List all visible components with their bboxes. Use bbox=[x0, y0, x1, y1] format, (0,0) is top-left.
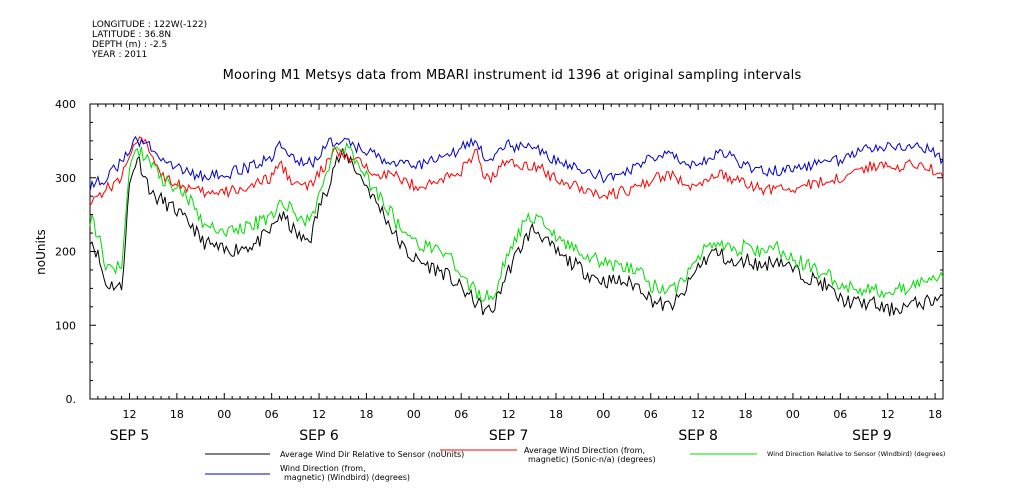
legend-label: Wind Direction Relative to Sensor (Windb… bbox=[767, 450, 945, 458]
x-tick-label: 12 bbox=[502, 408, 516, 421]
chart-title: Mooring M1 Metsys data from MBARI instru… bbox=[222, 68, 802, 83]
latitude-label: LATITUDE : 36.8N bbox=[92, 30, 172, 40]
axes-layer: 12 18 00 06 12 18 00 06 12 18 00 06 12 18 00 06 12 18 SEP … bbox=[55, 98, 944, 444]
x-tick-label: 06 bbox=[644, 408, 658, 421]
day-label: SEP 5 bbox=[110, 428, 150, 444]
series-line bbox=[89, 136, 944, 207]
x-tick-label: 12 bbox=[691, 408, 705, 421]
x-tick-label: 06 bbox=[265, 408, 279, 421]
day-label: SEP 7 bbox=[489, 428, 529, 444]
x-tick-label: 18 bbox=[170, 408, 184, 421]
legend-label: Average Wind Dir Relative to Sensor (noU… bbox=[280, 450, 464, 459]
x-tick-label: 18 bbox=[739, 408, 753, 421]
series-line bbox=[89, 135, 944, 192]
series-line bbox=[89, 141, 944, 302]
day-label: SEP 8 bbox=[678, 428, 718, 444]
plot-area bbox=[89, 103, 944, 400]
plot-frame bbox=[89, 103, 944, 400]
x-tick-label: 06 bbox=[454, 408, 468, 421]
x-tick-label: 18 bbox=[359, 408, 373, 421]
day-label: SEP 9 bbox=[852, 428, 892, 444]
x-tick-label: 00 bbox=[786, 408, 800, 421]
series-line bbox=[89, 148, 944, 317]
x-tick-label: 12 bbox=[122, 408, 136, 421]
longitude-label: LONGITUDE : 122W(-122) bbox=[92, 20, 208, 30]
x-tick-label: 06 bbox=[833, 408, 847, 421]
y-tick-label: 200 bbox=[55, 246, 76, 259]
legend: Average Wind Dir Relative to Sensor (noU… bbox=[205, 446, 945, 482]
legend-label: Average Wind Direction (from, bbox=[524, 446, 645, 455]
y-tick-label: 400 bbox=[55, 98, 76, 111]
day-label: SEP 6 bbox=[299, 428, 339, 444]
y-axis-label: noUnits bbox=[34, 229, 48, 275]
x-tick-label: 12 bbox=[881, 408, 895, 421]
legend-label: Wind Direction (from, bbox=[280, 464, 366, 473]
series-layer bbox=[89, 135, 944, 317]
metadata-block: LONGITUDE : 122W(-122) LATITUDE : 36.8N … bbox=[92, 20, 207, 60]
year-label: YEAR : 2011 bbox=[92, 50, 148, 60]
x-tick-label: 18 bbox=[928, 408, 942, 421]
x-tick-label: 00 bbox=[596, 408, 610, 421]
x-tick-label: 12 bbox=[312, 408, 326, 421]
legend-label-line2: magnetic) (Sonic-n/a) (degrees) bbox=[528, 455, 656, 464]
y-tick-label: 300 bbox=[55, 172, 76, 185]
x-tick-label: 00 bbox=[407, 408, 421, 421]
y-tick-label: 0. bbox=[66, 393, 77, 406]
y-tick-label: 100 bbox=[55, 319, 76, 332]
x-tick-label: 00 bbox=[217, 408, 231, 421]
depth-label: DEPTH (m) : -2.5 bbox=[92, 40, 168, 50]
legend-label-line2: magnetic) (Windbird) (degrees) bbox=[284, 473, 410, 482]
x-tick-label: 18 bbox=[549, 408, 563, 421]
